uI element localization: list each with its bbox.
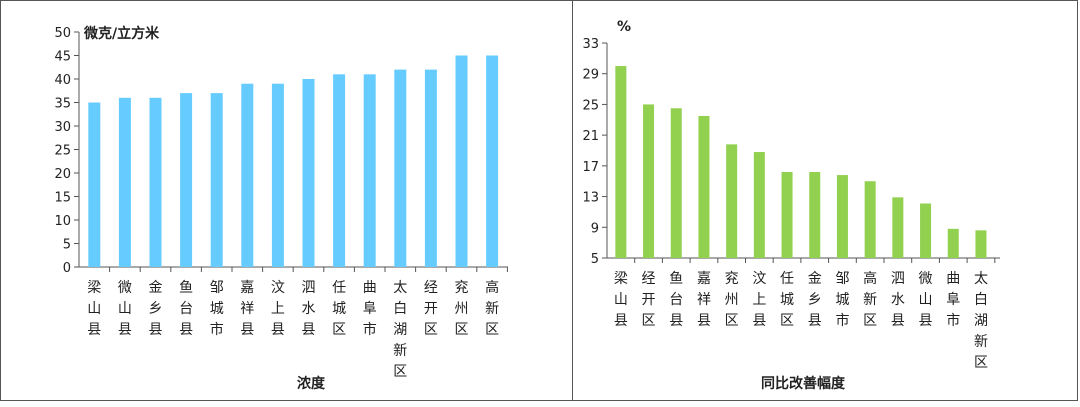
concentration-category-label: 任城区 <box>332 280 346 338</box>
concentration-category-label: 梁山县 <box>87 280 101 338</box>
improvement-bar <box>753 152 765 258</box>
concentration-bar <box>241 83 254 267</box>
improvement-category-label: 汶上县 <box>752 270 766 329</box>
concentration-category-label: 太白湖新区 <box>393 280 407 380</box>
improvement-chart: 5 9 13 17 21 25 29 33% 同比改善幅度 梁山县经开区鱼台县嘉祥县兖州区汶上县任… <box>582 19 1000 392</box>
concentration-y-tick-label: 20 <box>54 167 71 182</box>
improvement-bar <box>920 203 932 258</box>
concentration-bar <box>363 74 376 267</box>
improvement-bar <box>975 230 987 258</box>
concentration-bar <box>210 93 223 267</box>
concentration-bar <box>486 55 499 267</box>
improvement-bar <box>643 104 655 258</box>
improvement-bar <box>726 144 738 258</box>
concentration-y-tick-label: 40 <box>54 73 71 88</box>
concentration-bar <box>302 79 315 267</box>
improvement-category-label: 任城区 <box>780 271 794 329</box>
improvement-category-label: 泗水县 <box>891 271 905 329</box>
concentration-bar <box>118 97 131 267</box>
improvement-bar <box>836 175 848 258</box>
concentration-category-label: 邹城市 <box>210 280 224 338</box>
improvement-category-label: 梁山县 <box>614 271 628 329</box>
improvement-y-tick-label: 17 <box>582 160 599 175</box>
improvement-category-label: 嘉祥县 <box>697 271 711 329</box>
improvement-category-label: 高新区 <box>863 270 877 329</box>
concentration-category-label: 汶上县 <box>271 279 285 338</box>
concentration-y-tick-label: 45 <box>54 50 71 65</box>
improvement-category-label: 鱼台县 <box>669 270 683 329</box>
improvement-x-title: 同比改善幅度 <box>761 375 846 392</box>
improvement-bar <box>670 108 682 259</box>
concentration-unit-label: 微克/立方米 <box>83 25 160 42</box>
improvement-y-tick-label: 5 <box>591 252 599 267</box>
improvement-y-tick-label: 21 <box>582 129 599 144</box>
concentration-bar <box>180 93 193 267</box>
improvement-unit-label: % <box>617 19 631 35</box>
concentration-bar <box>424 69 437 267</box>
improvement-category-label: 曲阜市 <box>946 271 960 329</box>
improvement-y-tick-label: 9 <box>591 221 599 236</box>
improvement-category-label: 经开区 <box>642 271 656 329</box>
improvement-y-tick-label: 13 <box>582 191 599 206</box>
improvement-category-label: 金乡县 <box>808 271 822 329</box>
concentration-y-tick-label: 15 <box>54 191 71 206</box>
concentration-bar <box>455 55 468 267</box>
improvement-category-label: 太白湖新区 <box>974 271 988 371</box>
improvement-bar <box>698 115 710 258</box>
concentration-category-label: 经开区 <box>424 280 438 338</box>
improvement-category-label: 邹城市 <box>835 271 849 329</box>
concentration-bar <box>88 102 101 267</box>
concentration-bar <box>271 83 284 267</box>
concentration-y-tick-label: 35 <box>54 97 71 112</box>
concentration-category-label: 泗水县 <box>302 280 316 338</box>
improvement-bar <box>864 181 876 258</box>
concentration-bar <box>333 74 346 267</box>
concentration-category-label: 金乡县 <box>149 280 163 338</box>
concentration-category-label: 嘉祥县 <box>240 280 254 338</box>
concentration-category-label: 兖州区 <box>455 280 469 338</box>
concentration-category-label: 高新区 <box>485 279 499 338</box>
improvement-bar <box>892 197 904 258</box>
improvement-y-tick-label: 25 <box>582 98 599 113</box>
improvement-bar <box>615 66 627 259</box>
concentration-category-label: 微山县 <box>118 280 132 338</box>
improvement-bar <box>947 228 959 258</box>
concentration-y-tick-label: 10 <box>54 214 71 229</box>
concentration-bar <box>394 69 407 267</box>
improvement-y-tick-label: 29 <box>582 68 599 83</box>
concentration-category-label: 鱼台县 <box>179 279 193 338</box>
concentration-y-tick-label: 25 <box>54 144 71 159</box>
concentration-x-title: 浓度 <box>297 375 326 392</box>
improvement-bar <box>809 172 821 258</box>
concentration-y-tick-label: 0 <box>63 261 71 276</box>
improvement-category-label: 兖州区 <box>725 271 739 329</box>
concentration-y-tick-label: 5 <box>63 238 71 253</box>
concentration-category-label: 曲阜市 <box>363 280 377 338</box>
concentration-y-tick-label: 30 <box>54 120 71 135</box>
improvement-category-label: 微山县 <box>919 271 933 329</box>
concentration-bar <box>149 97 162 267</box>
improvement-y-tick-label: 33 <box>582 37 599 52</box>
concentration-y-tick-label: 50 <box>54 26 71 41</box>
improvement-bar <box>781 172 793 258</box>
